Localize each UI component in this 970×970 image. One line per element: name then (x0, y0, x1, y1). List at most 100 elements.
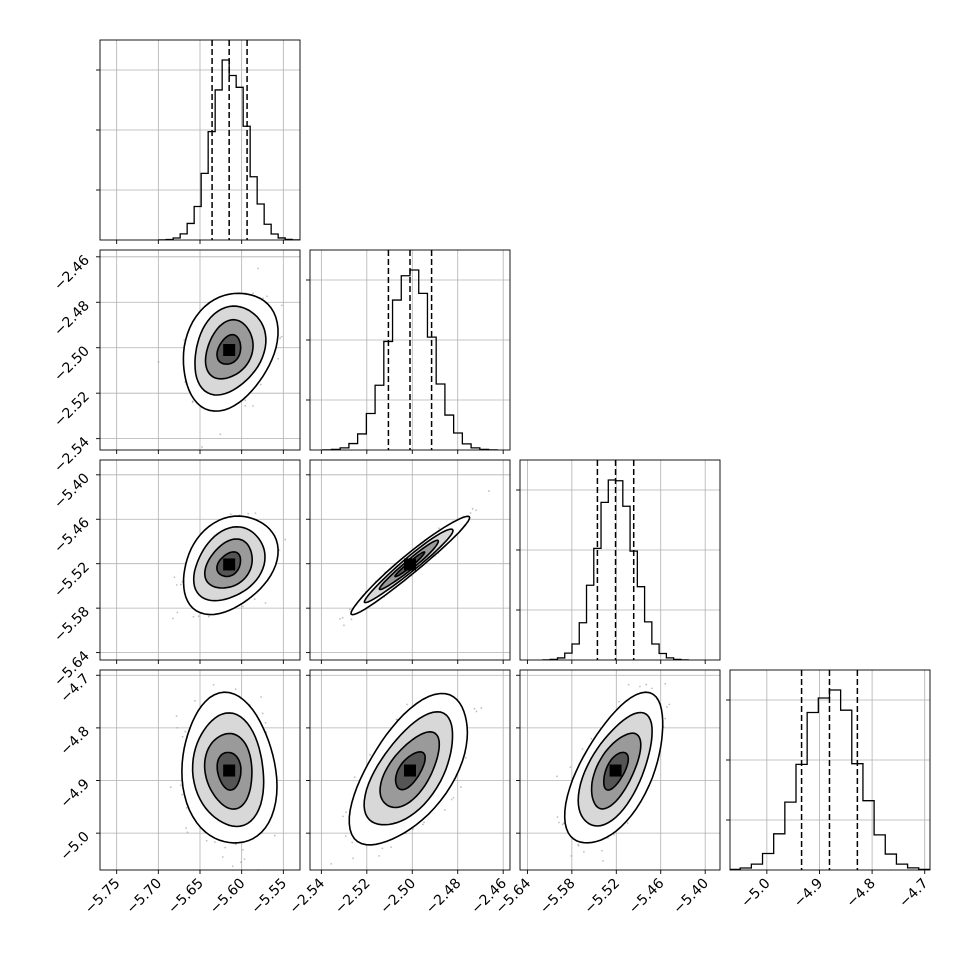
sample-point (252, 405, 254, 407)
sample-point (173, 576, 176, 579)
panel-content (100, 670, 300, 870)
panel-content (520, 460, 720, 660)
y-tick-label: −4.8 (57, 723, 92, 758)
x-tick-label: −4.8 (844, 876, 879, 911)
sample-point (172, 617, 174, 620)
sample-point (257, 267, 259, 270)
panel-1-1 (306, 249, 511, 454)
y-tick-label: −2.52 (51, 389, 93, 431)
panel-2-1 (306, 459, 511, 664)
sample-point (602, 860, 604, 862)
sample-point (469, 512, 472, 514)
sample-point (157, 361, 160, 363)
sample-point (194, 699, 196, 702)
sample-point (280, 335, 283, 338)
x-tick-label: −5.55 (249, 876, 291, 918)
sample-point (369, 754, 372, 756)
sample-point (645, 683, 648, 686)
x-tick-label: −5.58 (537, 876, 579, 918)
y-tick-label: −5.52 (51, 559, 93, 601)
sample-point (601, 849, 603, 852)
sample-point (262, 297, 264, 300)
panel-content (310, 460, 510, 660)
sample-point (651, 687, 653, 690)
x-tick-label: −5.52 (581, 876, 623, 918)
y-tick-label: −2.50 (51, 343, 93, 385)
sample-point (212, 683, 215, 686)
x-tick-label: −5.40 (670, 876, 712, 918)
sample-point (241, 848, 244, 851)
sample-point (452, 796, 455, 799)
panel-1-0: −2.54−2.52−2.50−2.48−2.46 (51, 249, 301, 476)
panel-3-3: −5.0 −4.9 −4.8 −4.7 (726, 669, 932, 911)
sample-point (626, 822, 629, 825)
sample-point (343, 624, 345, 627)
sample-point (247, 512, 250, 515)
sample-point (185, 807, 188, 809)
sample-point (224, 846, 227, 849)
sample-point (561, 823, 564, 826)
sample-point (169, 786, 172, 789)
sample-point (197, 615, 200, 618)
sample-point (219, 433, 222, 436)
panel-frame (519, 669, 721, 871)
sample-point (664, 717, 667, 720)
density-peak (223, 344, 236, 356)
sample-point (264, 602, 267, 604)
sample-point (205, 839, 208, 842)
sample-point (344, 835, 347, 838)
sample-point (423, 821, 425, 824)
panel-3-2: −5.64 −5.58 −5.52 −5.46 −5.40 (493, 669, 721, 918)
sample-point (627, 683, 630, 686)
y-tick-label: −4.9 (57, 776, 92, 811)
sample-point (175, 715, 178, 718)
sample-point (464, 756, 467, 759)
x-tick-label: −5.65 (165, 876, 207, 918)
sample-point (556, 816, 559, 818)
panel-content (100, 250, 300, 450)
sample-point (350, 618, 353, 621)
sample-point (260, 696, 262, 698)
x-tick-label: −4.9 (791, 876, 826, 911)
y-tick-label: −2.48 (51, 298, 93, 340)
sample-point (181, 735, 184, 738)
sample-point (186, 831, 189, 834)
panel-frame (99, 459, 301, 661)
sample-point (244, 399, 247, 402)
sample-point (473, 707, 476, 710)
panel-frame (309, 249, 511, 451)
y-tick-label: −5.40 (51, 470, 93, 512)
x-tick-label: −5.46 (626, 875, 668, 917)
panel-content (730, 670, 930, 870)
sample-point (179, 784, 182, 787)
sample-point (570, 855, 573, 857)
sample-point (450, 798, 453, 801)
y-tick-label: −2.54 (51, 434, 93, 476)
sample-point (191, 401, 194, 404)
sample-point (581, 748, 584, 750)
sample-point (252, 292, 255, 295)
sample-point (638, 685, 641, 688)
panel-frame (519, 459, 721, 661)
sample-point (243, 858, 246, 861)
sample-point (353, 776, 356, 779)
sample-point (184, 730, 187, 733)
sample-point (176, 726, 179, 729)
x-tick-label: −2.48 (423, 876, 465, 918)
sample-point (475, 509, 478, 512)
sample-point (406, 703, 408, 706)
sample-point (577, 843, 580, 846)
panel-3-0: −5.0−4.9−4.8−4.7−5.75 −5.70 −5.65 −5.60 −5.5… (57, 669, 301, 918)
x-tick-label: −2.54 (287, 875, 329, 917)
panel-2-2 (516, 459, 721, 664)
sample-point (390, 846, 393, 849)
density-peak (404, 558, 416, 571)
sample-point (192, 615, 195, 618)
sample-point (207, 615, 210, 618)
sample-point (471, 507, 474, 510)
sample-point (264, 721, 267, 724)
panel-content (100, 460, 300, 660)
sample-point (242, 605, 244, 608)
sample-point (345, 811, 347, 814)
panel-frame (99, 669, 301, 871)
